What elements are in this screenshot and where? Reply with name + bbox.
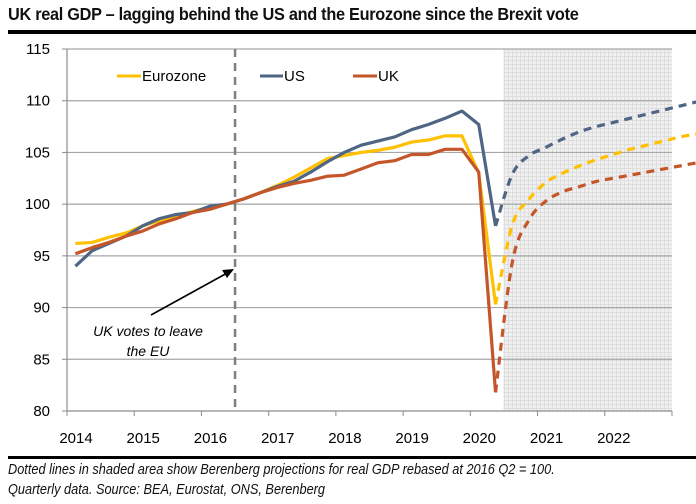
projection-line-us bbox=[494, 100, 696, 227]
annotation-text-line1: UK votes to leave bbox=[93, 323, 203, 339]
annotation-arrow-icon bbox=[150, 271, 230, 316]
x-axis-ticks: 2014 2015 2016 2017 2018 2019 2020 2021 2022 bbox=[59, 411, 673, 447]
x-tick-label: 2021 bbox=[530, 430, 563, 447]
series-line-eurozone bbox=[75, 134, 498, 305]
series-line-us bbox=[74, 109, 498, 268]
x-tick-label: 2016 bbox=[194, 430, 227, 447]
title-rule bbox=[8, 30, 696, 34]
annotation-text-line2: the EU bbox=[127, 343, 171, 359]
projection-line-uk bbox=[493, 161, 696, 393]
legend: Eurozone US UK bbox=[117, 68, 399, 85]
axes bbox=[66, 49, 672, 412]
projection-shaded-area bbox=[503, 49, 672, 411]
projection-line-eurozone bbox=[493, 132, 696, 305]
x-tick-label: 2019 bbox=[395, 430, 428, 447]
legend-label-us: US bbox=[284, 68, 305, 85]
x-tick-label: 2020 bbox=[463, 430, 496, 447]
caption-line-1: Dotted lines in shaded area show Berenbe… bbox=[8, 462, 555, 478]
caption-rule bbox=[8, 456, 696, 459]
annotation-arrowhead-icon bbox=[222, 269, 234, 278]
y-tick-label: 95 bbox=[33, 248, 50, 265]
y-tick-label: 100 bbox=[25, 196, 50, 213]
y-tick-label: 115 bbox=[26, 41, 50, 58]
y-axis-ticks: 80 85 90 95 100 105 110 115 bbox=[25, 41, 67, 420]
x-tick-label: 2022 bbox=[597, 430, 630, 447]
y-tick-label: 110 bbox=[26, 93, 50, 110]
y-tick-label: 90 bbox=[33, 300, 50, 317]
series-lines bbox=[74, 100, 696, 393]
y-tick-label: 85 bbox=[33, 351, 50, 368]
gridlines bbox=[67, 48, 672, 360]
x-tick-label: 2018 bbox=[328, 430, 361, 447]
caption-line-2: Quarterly data. Source: BEA, Eurostat, O… bbox=[8, 482, 326, 498]
y-tick-label: 80 bbox=[33, 403, 50, 420]
x-tick-label: 2015 bbox=[127, 430, 160, 447]
chart-title: UK real GDP – lagging behind the US and … bbox=[8, 4, 579, 24]
legend-label-uk: UK bbox=[378, 68, 399, 85]
y-tick-label: 105 bbox=[25, 144, 50, 161]
legend-label-eurozone: Eurozone bbox=[142, 68, 206, 85]
series-line-uk bbox=[74, 147, 498, 393]
brexit-annotation: UK votes to leave the EU bbox=[93, 269, 234, 359]
x-tick-label: 2014 bbox=[59, 430, 92, 447]
x-tick-label: 2017 bbox=[261, 430, 294, 447]
chart-caption: Dotted lines in shaded area show Berenbe… bbox=[8, 460, 555, 500]
